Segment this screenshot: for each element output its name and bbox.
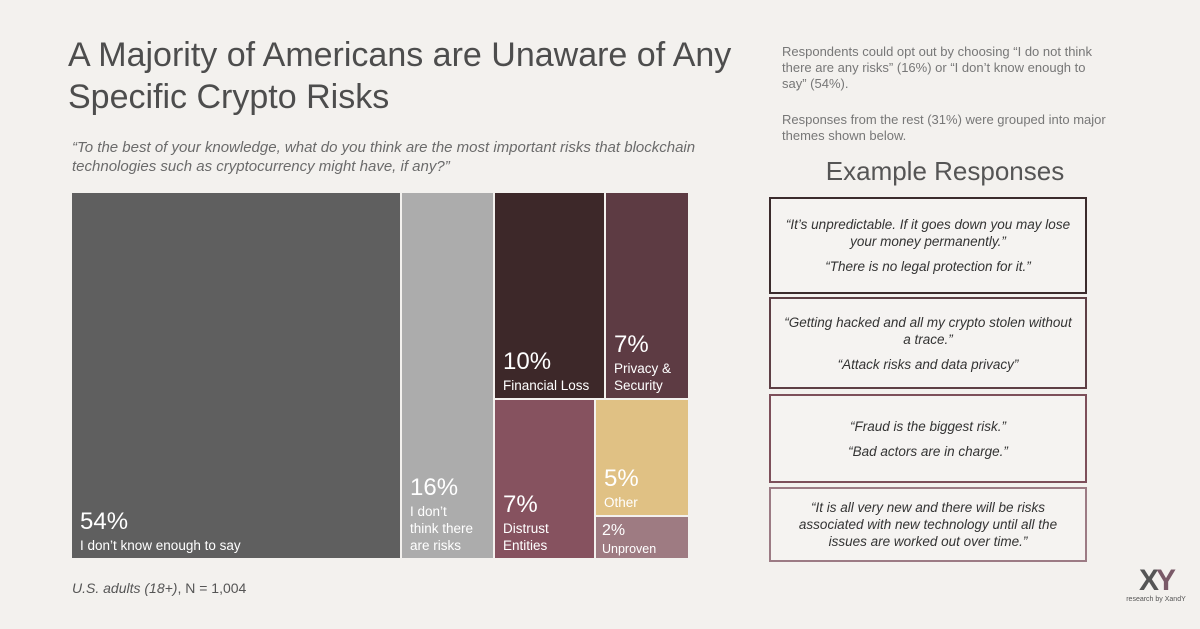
example-quote: “Bad actors are in charge.”	[848, 443, 1008, 459]
example-quote: “It is all very new and there will be ri…	[798, 500, 1058, 549]
example-quote: “There is no legal protection for it.”	[825, 259, 1031, 274]
treemap-cell: 7% Privacy & Security	[606, 193, 688, 398]
treemap-cell: 7% Distrust Entities	[495, 400, 594, 558]
example-box-other: “It is all very new and there will be ri…	[769, 487, 1087, 562]
example-box-distrust: “Fraud is the biggest risk.” “Bad actors…	[769, 394, 1087, 483]
treemap-value: 2%	[602, 522, 625, 539]
treemap-rect	[495, 193, 604, 398]
survey-question: “To the best of your knowledge, what do …	[72, 139, 696, 175]
example-quote: “It’s unpredictable. If it goes down you…	[785, 217, 1071, 249]
logo-mark: XY	[1138, 564, 1176, 597]
treemap-value: 5%	[604, 465, 639, 492]
treemap-cell: 5% Other	[596, 400, 688, 515]
treemap-label: Distrust	[503, 521, 549, 536]
chart-title: A Majority of Americans are Unaware of A…	[68, 36, 732, 116]
treemap-label: Privacy &	[614, 361, 671, 376]
treemap-label: Financial Loss	[503, 378, 590, 393]
example-box-privacy: “Getting hacked and all my crypto stolen…	[769, 297, 1087, 389]
treemap-cell: 54% I don’t know enough to say	[72, 193, 400, 558]
treemap-label: are risks	[410, 538, 461, 553]
treemap-label: Unproven	[602, 542, 656, 556]
treemap-label: I don’t know enough to say	[80, 538, 241, 553]
treemap-rect	[596, 517, 688, 558]
treemap-cell: 2% Unproven	[596, 517, 688, 558]
treemap-value: 16%	[410, 474, 458, 501]
example-box-financial: “It’s unpredictable. If it goes down you…	[769, 197, 1087, 294]
treemap-rect	[402, 193, 493, 558]
opt-out-note: Respondents could opt out by choosing “I…	[782, 44, 1093, 91]
treemap-rect	[596, 400, 688, 515]
treemap-value: 7%	[614, 331, 649, 358]
treemap-cell: 16% I don’t think there are risks	[402, 193, 493, 558]
sample-footnote: U.S. adults (18+), N = 1,004	[72, 580, 246, 596]
treemap-label: I don’t	[410, 504, 447, 519]
treemap-label: Entities	[503, 538, 548, 553]
treemap-rect	[495, 400, 594, 558]
examples-title: Example Responses	[825, 156, 1065, 186]
population-label: U.S. adults (18+)	[72, 580, 178, 596]
treemap-label: think there	[410, 521, 473, 536]
treemap-rect	[606, 193, 688, 398]
example-quote: “Fraud is the biggest risk.”	[849, 418, 1007, 434]
sample-size: , N = 1,004	[177, 580, 247, 596]
xandy-logo: XY research by XandY	[1124, 564, 1188, 604]
grouped-note: Responses from the rest (31%) were group…	[782, 112, 1106, 143]
treemap-value: 7%	[503, 491, 538, 518]
example-quote: “Getting hacked and all my crypto stolen…	[784, 314, 1072, 347]
example-quote: “Attack risks and data privacy”	[837, 356, 1019, 372]
treemap-rect	[72, 193, 400, 558]
treemap-value: 54%	[80, 508, 128, 535]
treemap-label: Security	[614, 378, 663, 393]
treemap-value: 10%	[503, 348, 551, 375]
treemap-label: Other	[604, 495, 638, 510]
treemap-cell: 10% Financial Loss	[495, 193, 604, 398]
logo-subtitle: research by XandY	[1126, 596, 1186, 603]
